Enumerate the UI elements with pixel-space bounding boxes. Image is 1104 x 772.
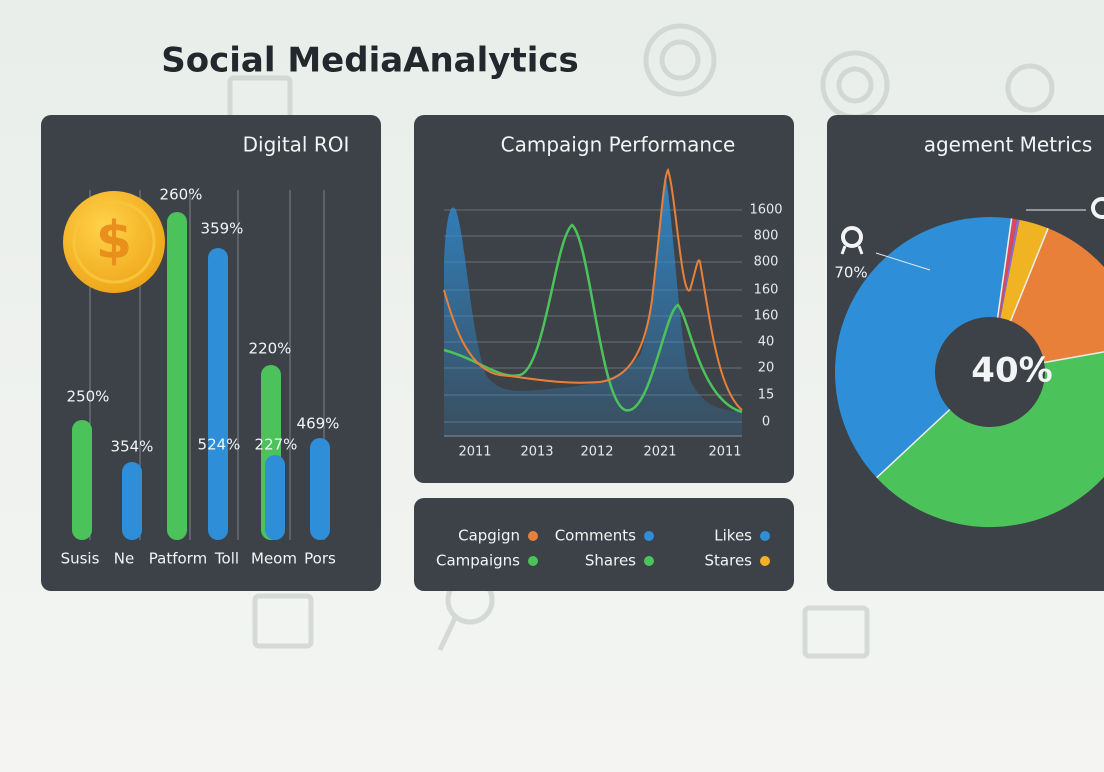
category-label: Toll [214, 550, 239, 568]
category-label: Meom [251, 550, 297, 568]
legend-swatch [760, 531, 770, 541]
bar [208, 248, 228, 540]
y-label: 800 [754, 229, 779, 244]
x-label: 2012 [580, 445, 613, 460]
x-labels: 2011 2013 2012 2021 2011 [458, 445, 741, 460]
callout-icon [841, 226, 863, 248]
legend-label: Likes [714, 527, 752, 545]
category-label: Patform [149, 550, 207, 568]
center-label: 40% [971, 351, 1052, 391]
callout-line [875, 252, 931, 271]
campaign-panel: Campaign Performance 1600 800 800 160 160 40 2… [414, 115, 794, 483]
bar-label: 359% [201, 220, 244, 238]
bar [122, 462, 142, 540]
x-label: 2011 [458, 445, 491, 460]
donut-divider [996, 218, 1013, 318]
y-label: 800 [754, 255, 779, 270]
coin-symbol: $ [96, 211, 132, 271]
legend-label: Stares [705, 552, 753, 570]
donut-hole [936, 318, 1044, 426]
line [443, 167, 743, 411]
bar [265, 455, 285, 540]
x-label: 2011 [708, 445, 741, 460]
donut-divider [1044, 351, 1104, 364]
bar-label: 260% [160, 186, 203, 204]
category-label: Pors [304, 550, 336, 568]
bar-label: 469% [297, 415, 340, 433]
legend-swatch [528, 556, 538, 566]
panel-title: agement Metrics [924, 133, 1093, 157]
y-label: 1600 [749, 203, 782, 218]
panel-title: Digital ROI [243, 133, 350, 157]
legend: Capgign Comments Likes Campaigns Shares Stare… [436, 527, 770, 570]
coin-rim [72, 200, 156, 284]
y-label: 15 [758, 388, 775, 403]
legend-panel: Capgign Comments Likes Campaigns Shares Stare… [414, 498, 794, 591]
panel-title: Campaign Performance [501, 133, 736, 157]
y-label: 40 [758, 335, 775, 350]
bar-label: 250% [67, 388, 110, 406]
y-label: 0 [762, 415, 770, 430]
donut-divider [876, 408, 951, 479]
callout-icon [1091, 197, 1104, 219]
bar-label: 220% [249, 340, 292, 358]
legend-label: Comments [555, 527, 636, 545]
x-label: 2013 [520, 445, 553, 460]
y-labels: 1600 800 800 160 160 40 20 15 0 [749, 203, 782, 430]
engagement-panel: agement Metrics 40% 70% [827, 115, 1104, 591]
coin-icon [63, 191, 165, 293]
bar [310, 438, 330, 540]
y-label: 160 [754, 309, 779, 324]
callout-label: 70% [834, 264, 867, 282]
background-icons [227, 23, 1055, 659]
x-label: 2021 [643, 445, 676, 460]
legend-swatch [760, 556, 770, 566]
legend-swatch [644, 556, 654, 566]
category-label: Susis [61, 550, 100, 568]
legend-label: Capgign [458, 527, 520, 545]
page-title: Social MediaAnalytics [161, 41, 579, 81]
panel [414, 498, 794, 591]
bar-label: 354% [111, 438, 154, 456]
donut-segment [835, 217, 1104, 528]
bar [167, 212, 187, 540]
legend-label: Shares [585, 552, 636, 570]
y-label: 20 [758, 361, 775, 376]
category-label: Ne [114, 550, 134, 568]
line [443, 223, 743, 414]
legend-swatch [528, 531, 538, 541]
bar-label: 227% [255, 436, 298, 454]
legend-label: Campaigns [436, 552, 520, 570]
bar [72, 420, 92, 540]
bar-label: 524% [198, 436, 241, 454]
donut-divider [1009, 228, 1049, 322]
y-label: 160 [754, 283, 779, 298]
legend-swatch [644, 531, 654, 541]
roi-panel: Digital ROI $ 250% 354% 260% 359% 220% 5… [41, 115, 381, 591]
area [444, 175, 742, 436]
callout-icon [840, 245, 864, 255]
